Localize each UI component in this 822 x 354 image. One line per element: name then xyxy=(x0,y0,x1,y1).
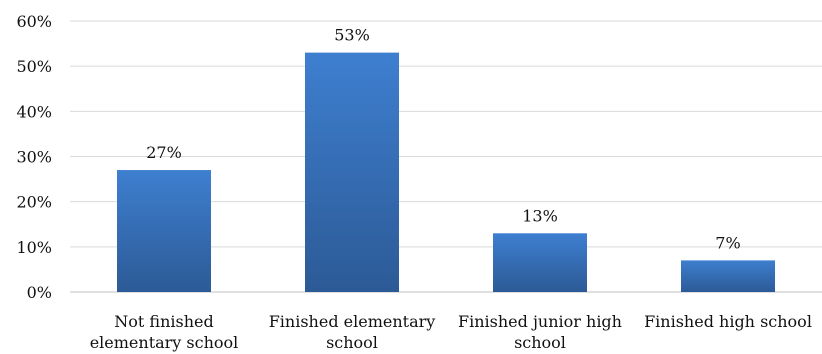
bar-data-label: 27% xyxy=(146,143,182,162)
y-tick-label: 10% xyxy=(16,238,52,257)
y-tick-label: 40% xyxy=(16,102,52,121)
x-category-label: Finished high school xyxy=(644,312,812,331)
y-tick-label: 50% xyxy=(16,57,52,76)
x-category-label: Finished elementary school xyxy=(269,312,436,352)
x-axis-category-labels: Not finished elementary school Finished el… xyxy=(90,312,812,352)
bar xyxy=(493,233,587,292)
bar xyxy=(681,260,775,292)
y-tick-label: 30% xyxy=(16,148,52,167)
bar-data-label: 7% xyxy=(715,233,740,252)
data-labels: 27% 53% 13% 7% xyxy=(146,26,740,253)
x-category-label: Not finished elementary school xyxy=(90,312,239,352)
x-category-label: Finished junior high school xyxy=(458,312,622,352)
bar xyxy=(305,52,399,292)
y-tick-label: 0% xyxy=(27,283,52,302)
bar-data-label: 13% xyxy=(522,206,558,225)
bar xyxy=(117,170,211,292)
y-tick-label: 60% xyxy=(16,12,52,31)
y-tick-label: 20% xyxy=(16,193,52,212)
bar-data-label: 53% xyxy=(334,26,370,45)
y-axis-tick-labels: 0% 10% 20% 30% 40% 50% 60% xyxy=(16,12,52,302)
bars xyxy=(117,52,775,292)
